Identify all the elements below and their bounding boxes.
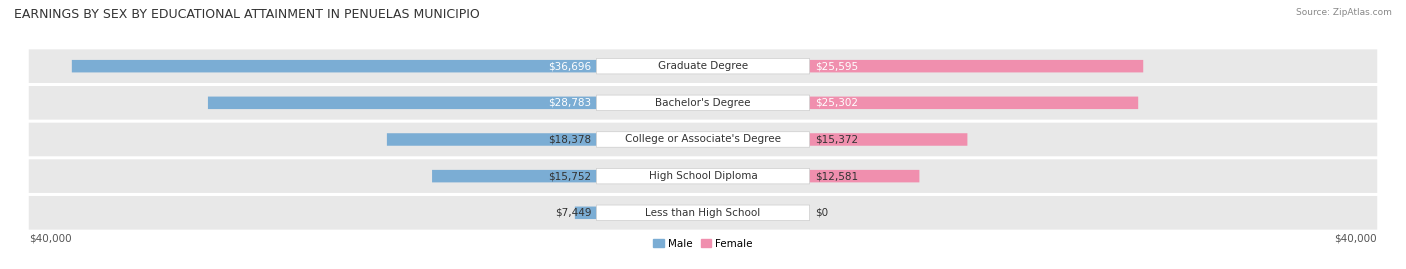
Legend: Male, Female: Male, Female (650, 235, 756, 253)
FancyBboxPatch shape (703, 133, 967, 146)
FancyBboxPatch shape (703, 170, 920, 182)
FancyBboxPatch shape (208, 97, 703, 109)
Text: $15,752: $15,752 (548, 171, 591, 181)
Text: Source: ZipAtlas.com: Source: ZipAtlas.com (1296, 8, 1392, 17)
FancyBboxPatch shape (596, 95, 810, 111)
Text: $15,372: $15,372 (815, 134, 858, 144)
Text: $25,595: $25,595 (815, 61, 858, 71)
Text: $7,449: $7,449 (555, 208, 591, 218)
Text: $36,696: $36,696 (548, 61, 591, 71)
Text: $40,000: $40,000 (28, 233, 72, 243)
Text: EARNINGS BY SEX BY EDUCATIONAL ATTAINMENT IN PENUELAS MUNICIPIO: EARNINGS BY SEX BY EDUCATIONAL ATTAINMEN… (14, 8, 479, 21)
Text: $12,581: $12,581 (815, 171, 858, 181)
Text: $18,378: $18,378 (548, 134, 591, 144)
FancyBboxPatch shape (596, 168, 810, 184)
FancyBboxPatch shape (28, 86, 1378, 120)
FancyBboxPatch shape (28, 196, 1378, 230)
Text: $25,302: $25,302 (815, 98, 858, 108)
FancyBboxPatch shape (703, 97, 1139, 109)
Text: $0: $0 (815, 208, 828, 218)
FancyBboxPatch shape (28, 49, 1378, 83)
FancyBboxPatch shape (596, 58, 810, 74)
Text: College or Associate's Degree: College or Associate's Degree (626, 134, 780, 144)
Text: Less than High School: Less than High School (645, 208, 761, 218)
Text: Bachelor's Degree: Bachelor's Degree (655, 98, 751, 108)
FancyBboxPatch shape (575, 207, 703, 219)
FancyBboxPatch shape (72, 60, 703, 72)
FancyBboxPatch shape (703, 60, 1143, 72)
FancyBboxPatch shape (28, 159, 1378, 193)
FancyBboxPatch shape (596, 205, 810, 221)
FancyBboxPatch shape (596, 132, 810, 147)
FancyBboxPatch shape (28, 123, 1378, 156)
Text: $28,783: $28,783 (548, 98, 591, 108)
Text: Graduate Degree: Graduate Degree (658, 61, 748, 71)
FancyBboxPatch shape (387, 133, 703, 146)
Text: High School Diploma: High School Diploma (648, 171, 758, 181)
FancyBboxPatch shape (432, 170, 703, 182)
Text: $40,000: $40,000 (1334, 233, 1378, 243)
